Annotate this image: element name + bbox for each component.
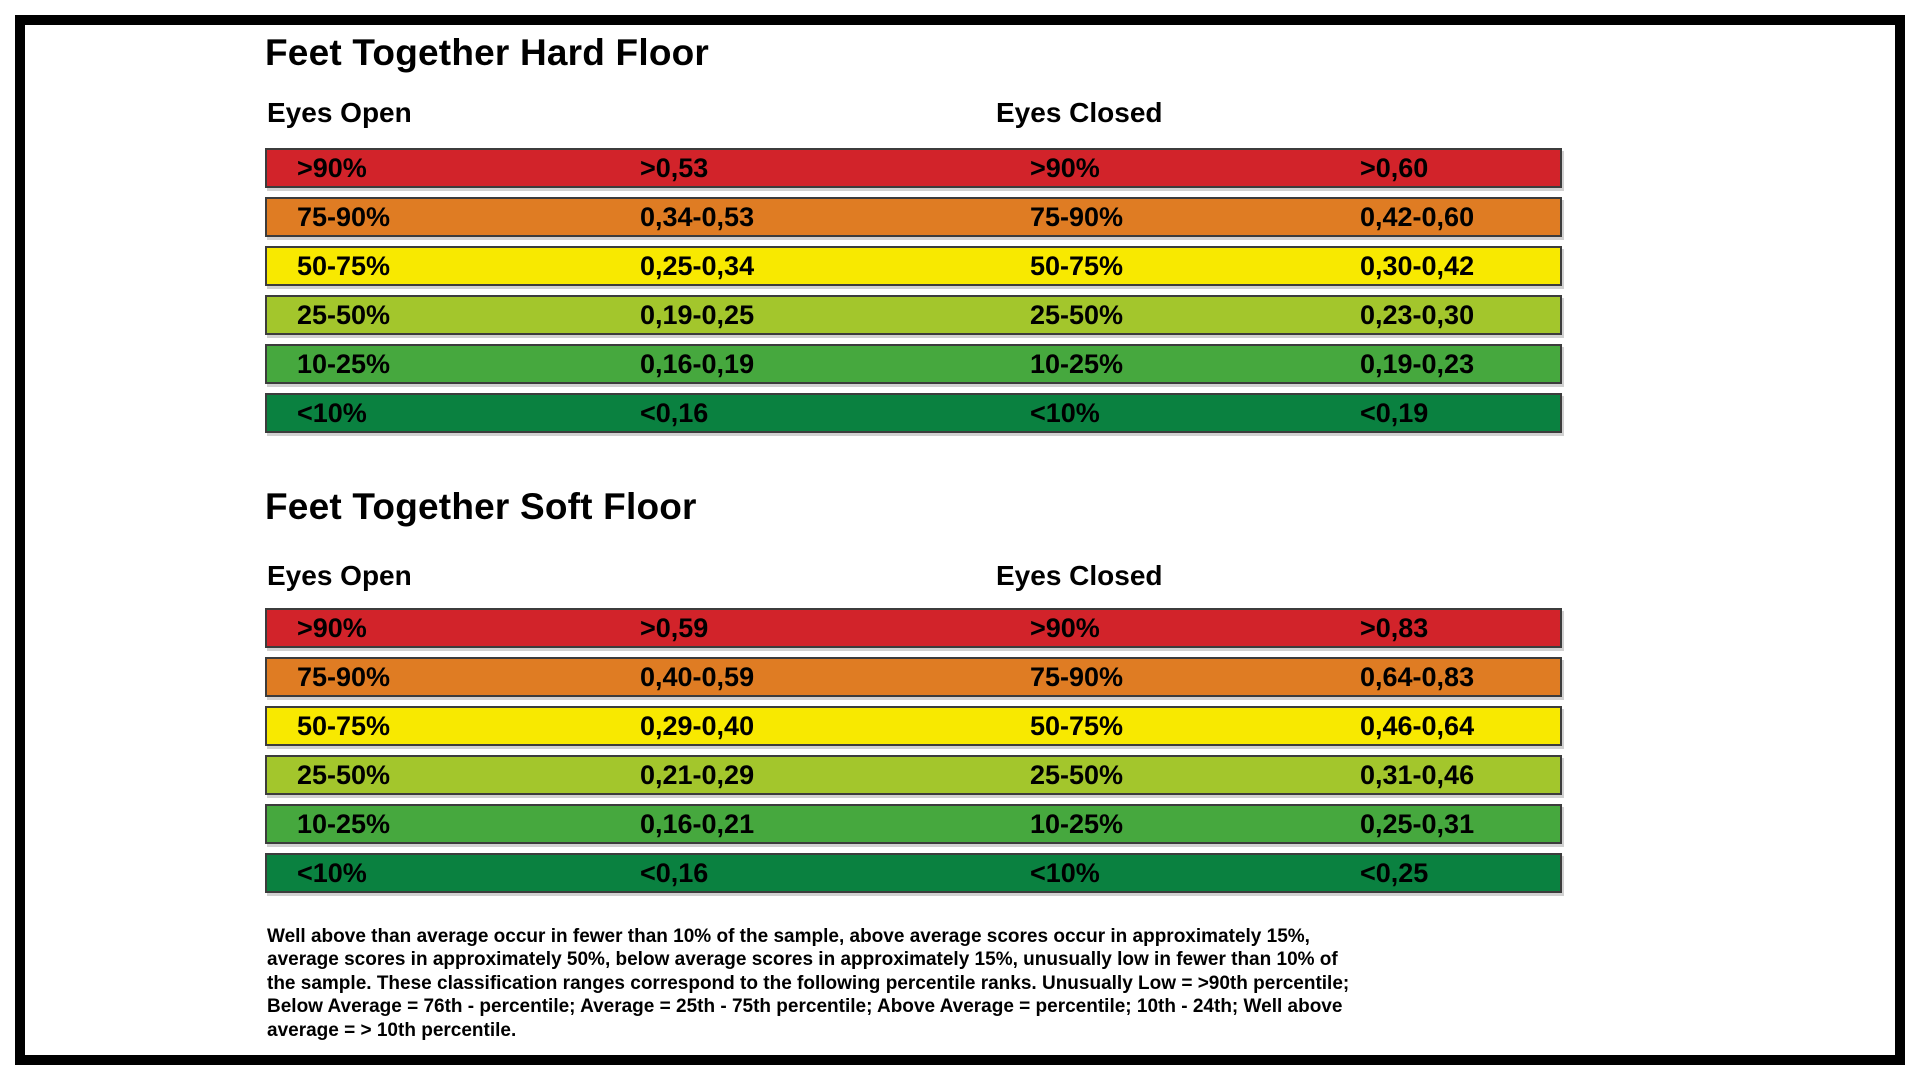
soft-floor-title: Feet Together Soft Floor [265,486,697,527]
footnote-line: average scores in approximately 50%, bel… [267,949,1338,971]
table-row-well-below: <10% <0,16 <10% <0,19 [265,393,1562,433]
value-cell-eyes-closed: >0,83 [1360,613,1429,643]
percentile-cell-eyes-closed: 75-90% [1030,662,1124,692]
value-cell-eyes-closed: <0,19 [1360,398,1429,428]
soft-floor-eyes-open-header: Eyes Open [267,560,412,591]
footnote-line: average = > 10th percentile. [267,1019,517,1041]
value-cell-eyes-open: >0,59 [640,613,709,643]
table-row-above-average: 75-90% 0,34-0,53 75-90% 0,42-0,60 [265,197,1562,237]
percentile-cell-eyes-closed: <10% [1030,858,1100,888]
hard-floor-eyes-closed-header: Eyes Closed [996,97,1163,128]
value-cell-eyes-closed: 0,42-0,60 [1360,202,1475,232]
hard-floor-eyes-open-header: Eyes Open [267,97,412,128]
table-row-above-average: 75-90% 0,40-0,59 75-90% 0,64-0,83 [265,657,1562,697]
percentile-cell-eyes-closed: 50-75% [1030,251,1124,281]
value-cell-eyes-open: >0,53 [640,153,709,183]
value-cell-eyes-closed: 0,19-0,23 [1360,349,1475,379]
value-cell-eyes-open: 0,29-0,40 [640,711,755,741]
table-row-well-above: >90% >0,53 >90% >0,60 [265,148,1562,188]
percentile-cell-eyes-open: <10% [297,398,367,428]
percentile-cell-eyes-closed: >90% [1030,153,1100,183]
soft-floor-table: >90% >0,59 >90% >0,83 75-90% 0,40-0,59 7… [265,608,1562,902]
table-row-below-average: 25-50% 0,21-0,29 25-50% 0,31-0,46 [265,755,1562,795]
value-cell-eyes-closed: 0,30-0,42 [1360,251,1475,281]
table-row-average: 50-75% 0,25-0,34 50-75% 0,30-0,42 [265,246,1562,286]
percentile-cell-eyes-closed: 10-25% [1030,809,1124,839]
value-cell-eyes-closed: 0,31-0,46 [1360,760,1475,790]
value-cell-eyes-open: 0,19-0,25 [640,300,755,330]
footnote-line: the sample. These classification ranges … [267,972,1350,994]
value-cell-eyes-open: 0,40-0,59 [640,662,755,692]
value-cell-eyes-open: 0,34-0,53 [640,202,755,232]
table-row-low: 10-25% 0,16-0,21 10-25% 0,25-0,31 [265,804,1562,844]
percentile-cell-eyes-open: <10% [297,858,367,888]
hard-floor-title: Feet Together Hard Floor [265,32,710,73]
percentile-cell-eyes-open: 10-25% [297,349,391,379]
footnote-line: Below Average = 76th - percentile; Avera… [267,996,1343,1018]
value-cell-eyes-closed: 0,25-0,31 [1360,809,1475,839]
percentile-cell-eyes-closed: 75-90% [1030,202,1124,232]
value-cell-eyes-open: <0,16 [640,398,709,428]
percentile-cell-eyes-open: 10-25% [297,809,391,839]
footnote: Well above than average occur in fewer t… [267,925,1607,1042]
table-row-low: 10-25% 0,16-0,19 10-25% 0,19-0,23 [265,344,1562,384]
percentile-cell-eyes-closed: 50-75% [1030,711,1124,741]
page-border-frame [15,15,1905,1065]
value-cell-eyes-open: <0,16 [640,858,709,888]
hard-floor-table: >90% >0,53 >90% >0,60 75-90% 0,34-0,53 7… [265,148,1562,442]
value-cell-eyes-closed: 0,46-0,64 [1360,711,1475,741]
percentile-cell-eyes-open: 75-90% [297,662,391,692]
value-cell-eyes-open: 0,25-0,34 [640,251,755,281]
percentile-cell-eyes-open: 50-75% [297,251,391,281]
percentile-cell-eyes-open: >90% [297,613,367,643]
table-row-well-below: <10% <0,16 <10% <0,25 [265,853,1562,893]
percentile-cell-eyes-closed: 25-50% [1030,300,1124,330]
value-cell-eyes-open: 0,16-0,21 [640,809,755,839]
value-cell-eyes-open: 0,21-0,29 [640,760,755,790]
percentile-cell-eyes-closed: >90% [1030,613,1100,643]
table-row-well-above: >90% >0,59 >90% >0,83 [265,608,1562,648]
percentile-cell-eyes-closed: 10-25% [1030,349,1124,379]
value-cell-eyes-closed: <0,25 [1360,858,1429,888]
percentile-cell-eyes-open: 50-75% [297,711,391,741]
table-row-average: 50-75% 0,29-0,40 50-75% 0,46-0,64 [265,706,1562,746]
percentile-cell-eyes-open: 75-90% [297,202,391,232]
value-cell-eyes-closed: 0,23-0,30 [1360,300,1475,330]
percentile-cell-eyes-open: 25-50% [297,760,391,790]
value-cell-eyes-closed: 0,64-0,83 [1360,662,1475,692]
value-cell-eyes-open: 0,16-0,19 [640,349,755,379]
value-cell-eyes-closed: >0,60 [1360,153,1429,183]
percentile-cell-eyes-open: >90% [297,153,367,183]
table-row-below-average: 25-50% 0,19-0,25 25-50% 0,23-0,30 [265,295,1562,335]
soft-floor-eyes-closed-header: Eyes Closed [996,560,1163,591]
footnote-line: Well above than average occur in fewer t… [267,926,1310,947]
percentile-cell-eyes-open: 25-50% [297,300,391,330]
percentile-cell-eyes-closed: 25-50% [1030,760,1124,790]
percentile-cell-eyes-closed: <10% [1030,398,1100,428]
